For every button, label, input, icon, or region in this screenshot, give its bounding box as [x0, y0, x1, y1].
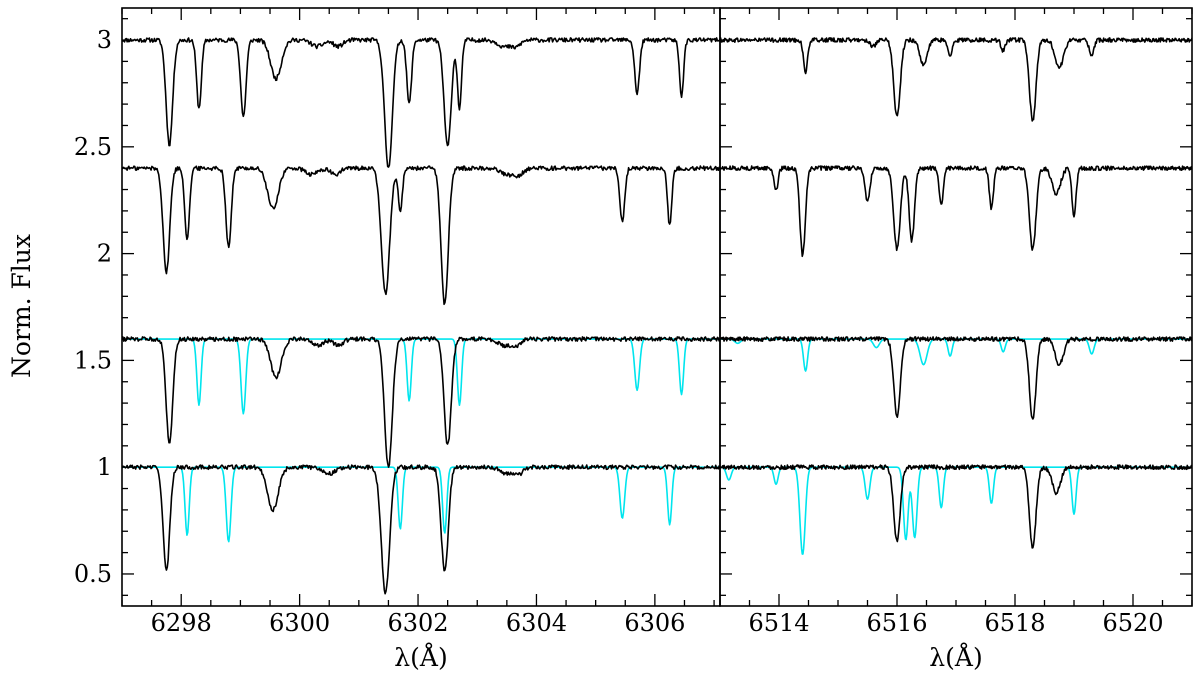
x-axis-label: λ(Å): [929, 642, 982, 672]
x-tick-label: 6520: [1102, 609, 1163, 637]
y-tick-label: 0.5: [74, 560, 112, 588]
spectrum-model-line: [720, 466, 1192, 555]
y-tick-label: 1: [97, 453, 112, 481]
y-tick-label: 3: [97, 26, 112, 54]
spectrum-model-line: [720, 338, 1192, 372]
spectrum-observed-line: [720, 336, 1192, 420]
spectrum-observed-line: [720, 37, 1192, 122]
frame-layer: [121, 7, 1193, 607]
spectrum-model-line: [122, 466, 720, 543]
x-tick-label: 6306: [624, 609, 685, 637]
spectrum-observed-line: [122, 165, 720, 306]
y-tick-label: 2.5: [74, 133, 112, 161]
x-tick-label: 6302: [388, 609, 449, 637]
panel-2-spectra: [720, 37, 1192, 555]
x-axis-label: λ(Å): [394, 642, 447, 672]
plot-layer: [122, 37, 1192, 595]
x-tick-label: 6300: [269, 609, 330, 637]
spectrum-observed-line: [122, 37, 720, 168]
x-tick-label: 6304: [506, 609, 567, 637]
y-axis-label: Norm. Flux: [7, 234, 36, 378]
panel-2-frame: [719, 7, 1193, 607]
x-tick-label: 6516: [866, 609, 927, 637]
y-tick-label: 1.5: [74, 346, 112, 374]
spectrum-observed-line: [720, 165, 1192, 258]
x-tick-label: 6298: [151, 609, 212, 637]
tick-layer: 6298 6300 6302 6304 6306 λ(Å) 6514 6516 6518 6520…: [74, 8, 1193, 672]
spectrum-observed-line: [720, 464, 1192, 549]
panel-1-frame: [121, 7, 721, 607]
spectrum-model-line: [122, 338, 720, 415]
spectrum-observed-line: [122, 336, 720, 468]
x-tick-label: 6514: [748, 609, 809, 637]
x-tick-label: 6518: [984, 609, 1045, 637]
panel-1-spectra: [122, 37, 720, 595]
y-tick-label: 2: [97, 240, 112, 268]
spectrum-observed-line: [122, 464, 720, 595]
